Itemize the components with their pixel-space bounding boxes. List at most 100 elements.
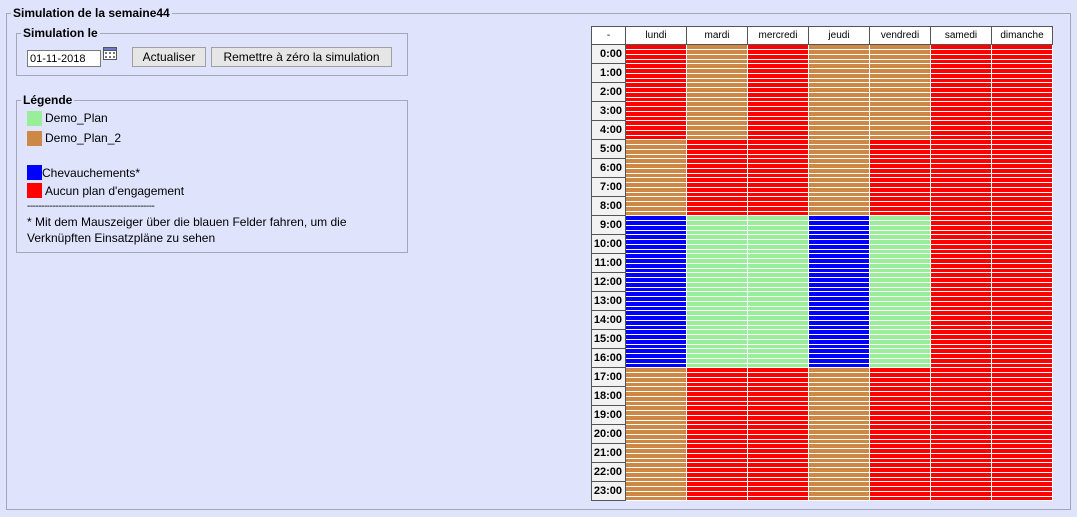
schedule-cell: [686, 424, 748, 444]
hour-label: 12:00: [591, 272, 626, 292]
schedule-cell: [930, 253, 992, 273]
schedule-cell-overlap[interactable]: [808, 291, 870, 311]
legend-label-overlaps: Chevauchements*: [42, 166, 141, 180]
schedule-row: 1:00: [591, 63, 1053, 83]
schedule-cell: [808, 405, 870, 425]
schedule-cell: [686, 462, 748, 482]
schedule-cell: [930, 348, 992, 368]
schedule-cell: [686, 120, 748, 140]
schedule-cell: [625, 386, 687, 406]
schedule-cell: [808, 177, 870, 197]
schedule-cell: [869, 63, 931, 83]
schedule-cell: [869, 386, 931, 406]
hour-label: 15:00: [591, 329, 626, 349]
hour-label: 4:00: [591, 120, 626, 140]
schedule-cell-overlap[interactable]: [625, 253, 687, 273]
schedule-cell: [625, 63, 687, 83]
schedule-cell: [686, 348, 748, 368]
schedule-cell: [869, 177, 931, 197]
schedule-cell: [686, 367, 748, 387]
schedule-row: 23:00: [591, 481, 1053, 501]
schedule-cell-overlap[interactable]: [625, 310, 687, 330]
schedule-row: 21:00: [591, 443, 1053, 463]
schedule-cell-overlap[interactable]: [808, 253, 870, 273]
schedule-cell-overlap[interactable]: [625, 291, 687, 311]
schedule-cell: [625, 443, 687, 463]
schedule-cell: [625, 101, 687, 121]
schedule-cell: [930, 120, 992, 140]
schedule-row: 13:00: [591, 291, 1053, 311]
schedule-cell: [991, 63, 1053, 83]
schedule-cell: [686, 177, 748, 197]
schedule-cell: [869, 481, 931, 501]
schedule-cell: [930, 443, 992, 463]
hour-label: 14:00: [591, 310, 626, 330]
simulation-date-input[interactable]: [27, 50, 101, 67]
schedule-cell-overlap[interactable]: [808, 234, 870, 254]
schedule-cell: [808, 139, 870, 159]
schedule-row: 0:00: [591, 44, 1053, 64]
schedule-cell: [625, 44, 687, 64]
weekly-schedule-grid: - lundi mardi mercredi jeudi vendredi samedi d…: [591, 26, 1053, 501]
schedule-cell: [625, 405, 687, 425]
schedule-cell: [869, 120, 931, 140]
schedule-cell: [991, 291, 1053, 311]
hour-label: 9:00: [591, 215, 626, 235]
schedule-cell: [686, 291, 748, 311]
schedule-header-row: - lundi mardi mercredi jeudi vendredi samedi d…: [591, 26, 1053, 45]
schedule-row: 17:00: [591, 367, 1053, 387]
schedule-cell: [686, 443, 748, 463]
schedule-cell: [991, 405, 1053, 425]
schedule-cell: [808, 481, 870, 501]
schedule-cell: [686, 44, 748, 64]
schedule-cell: [869, 348, 931, 368]
schedule-cell: [686, 253, 748, 273]
schedule-cell-overlap[interactable]: [808, 348, 870, 368]
schedule-cell-overlap[interactable]: [625, 348, 687, 368]
schedule-cell-overlap[interactable]: [625, 272, 687, 292]
calendar-icon[interactable]: [103, 46, 117, 60]
legend-swatch-demo-plan: [27, 111, 42, 126]
legend-note: * Mit dem Mauszeiger über die blauen Fel…: [27, 215, 347, 245]
schedule-cell: [930, 386, 992, 406]
schedule-cell: [686, 101, 748, 121]
schedule-row: 5:00: [591, 139, 1053, 159]
schedule-cell-overlap[interactable]: [808, 215, 870, 235]
schedule-cell: [869, 272, 931, 292]
reset-simulation-button[interactable]: Remettre à zéro la simulation: [211, 47, 392, 67]
schedule-cell: [747, 120, 809, 140]
week-simulation-title: Simulation de la semaine44: [13, 6, 170, 20]
schedule-cell: [869, 367, 931, 387]
schedule-cell: [930, 424, 992, 444]
schedule-cell: [808, 462, 870, 482]
schedule-cell-overlap[interactable]: [808, 310, 870, 330]
schedule-cell: [930, 44, 992, 64]
schedule-cell: [991, 329, 1053, 349]
schedule-cell: [991, 386, 1053, 406]
refresh-button[interactable]: Actualiser: [132, 47, 206, 67]
schedule-cell: [869, 291, 931, 311]
schedule-cell: [625, 424, 687, 444]
schedule-row: 8:00: [591, 196, 1053, 216]
schedule-cell: [747, 291, 809, 311]
schedule-cell-overlap[interactable]: [625, 215, 687, 235]
schedule-cell: [869, 82, 931, 102]
schedule-cell: [991, 158, 1053, 178]
schedule-cell: [625, 158, 687, 178]
week-simulation-panel: Simulation de la semaine44: [6, 6, 1071, 510]
schedule-cell: [991, 196, 1053, 216]
hour-label: 0:00: [591, 44, 626, 64]
schedule-cell: [625, 139, 687, 159]
schedule-cell-overlap[interactable]: [625, 234, 687, 254]
schedule-cell: [625, 196, 687, 216]
schedule-cell: [686, 215, 748, 235]
schedule-cell-overlap[interactable]: [625, 329, 687, 349]
hour-label: 18:00: [591, 386, 626, 406]
schedule-cell-overlap[interactable]: [808, 329, 870, 349]
legend-separator: ----------------------------------------…: [27, 201, 155, 212]
schedule-cell-overlap[interactable]: [808, 272, 870, 292]
schedule-cell: [930, 158, 992, 178]
schedule-cell: [991, 82, 1053, 102]
day-header-dimanche: dimanche: [991, 26, 1053, 45]
schedule-row: 12:00: [591, 272, 1053, 292]
